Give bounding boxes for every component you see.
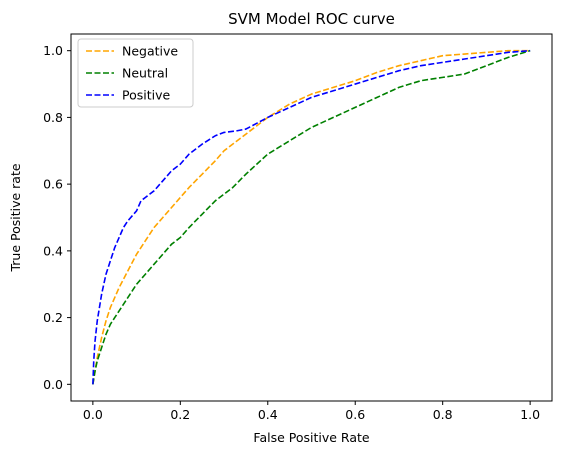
y-axis-ticks: 0.0 0.2 0.4 0.6 0.8 1.0 bbox=[43, 43, 71, 392]
y-tick-label: 0.2 bbox=[43, 310, 63, 325]
y-tick-label: 0.0 bbox=[43, 377, 63, 392]
legend: Negative Neutral Positive bbox=[78, 39, 193, 107]
legend-label: Negative bbox=[122, 44, 178, 59]
x-tick-label: 1.0 bbox=[520, 407, 540, 422]
x-tick-label: 0.8 bbox=[433, 407, 453, 422]
y-tick-label: 1.0 bbox=[43, 43, 63, 58]
y-axis-title: True Positive rate bbox=[8, 163, 23, 272]
legend-label: Neutral bbox=[122, 66, 168, 81]
y-tick-label: 0.4 bbox=[43, 243, 63, 258]
y-tick-label: 0.6 bbox=[43, 177, 63, 192]
x-tick-label: 0.4 bbox=[258, 407, 278, 422]
x-axis-ticks: 0.0 0.2 0.4 0.6 0.8 1.0 bbox=[83, 401, 540, 422]
x-axis-title: False Positive Rate bbox=[253, 430, 369, 445]
x-tick-label: 0.2 bbox=[170, 407, 190, 422]
x-tick-label: 0.6 bbox=[345, 407, 365, 422]
chart-title: SVM Model ROC curve bbox=[228, 10, 395, 28]
y-tick-label: 0.8 bbox=[43, 110, 63, 125]
x-tick-label: 0.0 bbox=[83, 407, 103, 422]
legend-label: Positive bbox=[122, 88, 170, 103]
